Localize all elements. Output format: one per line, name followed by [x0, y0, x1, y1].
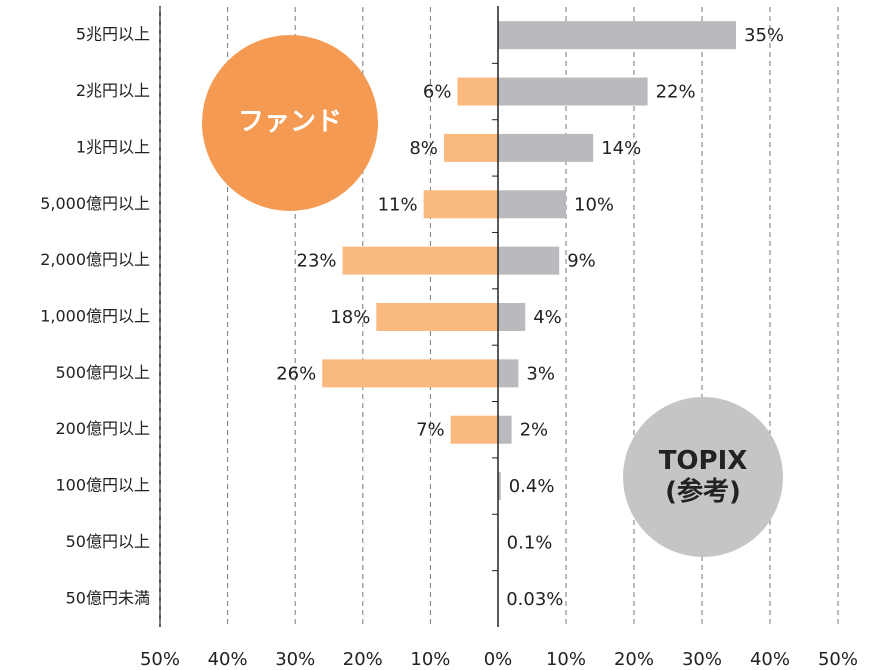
y-tick-label: 5,000億円以上: [40, 194, 150, 213]
data-label: 22%: [656, 82, 696, 103]
bar: [443, 133, 498, 162]
bar: [498, 246, 560, 275]
data-label: 7%: [416, 420, 445, 441]
data-label: 0.4%: [509, 476, 555, 497]
bar: [423, 190, 498, 219]
data-label: 3%: [526, 363, 555, 384]
data-label: 2%: [520, 420, 549, 441]
bar: [322, 359, 498, 388]
bar: [498, 190, 566, 219]
data-label: 6%: [423, 82, 452, 103]
y-tick-label: 100億円以上: [55, 476, 150, 495]
y-tick-label: 5兆円以上: [76, 25, 150, 44]
y-tick-label: 50億円以上: [66, 532, 150, 551]
y-tick-label: 2兆円以上: [76, 81, 150, 100]
data-label: 0.03%: [506, 589, 563, 610]
data-label: 14%: [601, 138, 641, 159]
bar: [498, 303, 526, 331]
x-tick-label: 50%: [818, 649, 858, 670]
bar: [450, 415, 498, 444]
bar: [457, 77, 498, 106]
y-tick-label: 200億円以上: [55, 419, 150, 438]
data-label: 9%: [567, 251, 596, 272]
legend-fund: ファンド: [202, 35, 378, 211]
data-label: 18%: [330, 307, 370, 328]
x-tick-label: 30%: [682, 649, 722, 670]
data-label: 10%: [574, 194, 614, 215]
y-tick-label: 1兆円以上: [76, 137, 150, 156]
y-tick-label: 1,000億円以上: [40, 307, 150, 326]
data-label: 0.1%: [507, 532, 553, 553]
bar: [498, 21, 736, 50]
legend-topix: TOPIX (参考): [623, 397, 783, 557]
x-tick-label: 0%: [484, 649, 513, 670]
data-label: 11%: [378, 194, 418, 215]
bar: [498, 472, 501, 501]
data-label: 35%: [744, 25, 784, 46]
bar: [498, 133, 594, 162]
bar: [342, 246, 498, 275]
y-tick-label: 2,000億円以上: [40, 250, 150, 269]
x-tick-label: 40%: [750, 649, 790, 670]
x-tick-label: 30%: [275, 649, 315, 670]
bar: [376, 303, 498, 331]
x-tick-label: 20%: [614, 649, 654, 670]
data-label: 26%: [276, 363, 316, 384]
x-tick-label: 50%: [140, 649, 180, 670]
x-tick-label: 10%: [546, 649, 586, 670]
x-tick-label: 10%: [410, 649, 450, 670]
bar: [498, 359, 519, 388]
bar: [498, 77, 648, 106]
x-tick-label: 20%: [343, 649, 383, 670]
data-label: 23%: [297, 251, 337, 272]
data-label: 8%: [409, 138, 438, 159]
x-tick-label: 40%: [208, 649, 248, 670]
y-tick-label: 50億円未満: [66, 588, 150, 607]
data-label: 4%: [533, 307, 562, 328]
bar: [498, 415, 512, 444]
y-tick-label: 500億円以上: [55, 363, 150, 382]
